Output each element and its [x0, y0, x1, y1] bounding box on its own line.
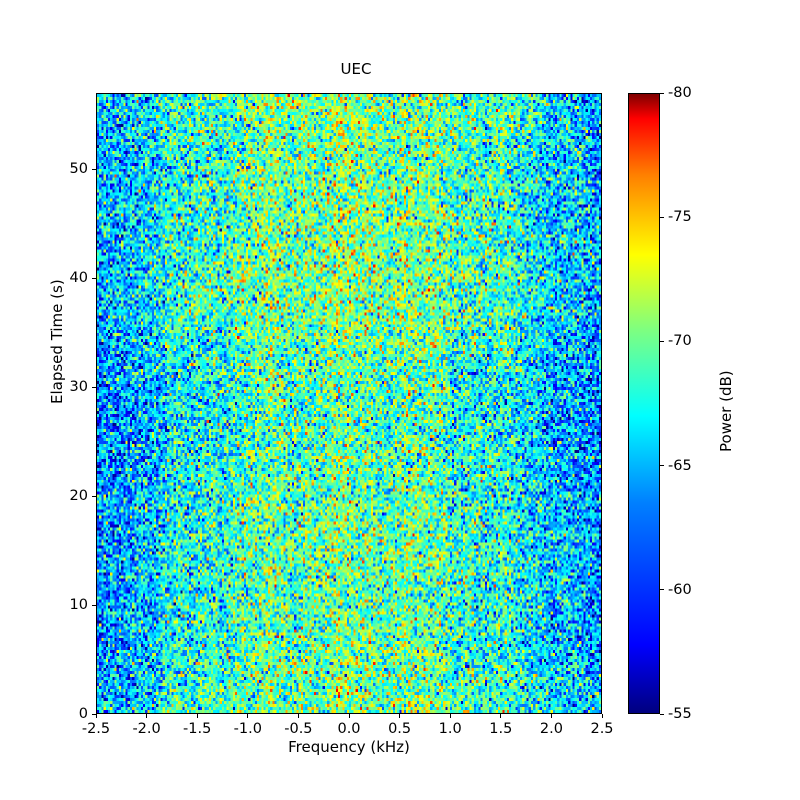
x-tick-label: -0.5 [284, 721, 313, 737]
colorbar-label: Power (dB) [717, 370, 735, 452]
x-tick-mark [297, 714, 299, 718]
colorbar-tick-mark [660, 713, 664, 715]
colorbar-tick-label: -55 [668, 706, 692, 722]
colorbar-tick-label: -65 [668, 457, 692, 474]
x-tick-label: 2.0 [539, 721, 563, 737]
colorbar-tick-label: -80 [668, 85, 692, 101]
colorbar-tick-label: -70 [668, 333, 692, 350]
y-tick-label: 30 [69, 379, 88, 396]
x-tick-label: 1.0 [438, 721, 462, 737]
y-tick-label: 40 [69, 270, 88, 287]
x-tick-mark [601, 714, 603, 718]
colorbar-tick-label: -75 [668, 209, 692, 226]
y-tick-label: 20 [69, 488, 88, 505]
title-line-station: UEC [340, 60, 372, 78]
colorbar-tick-label: -60 [668, 581, 692, 598]
colorbar-tick-mark [660, 340, 664, 342]
x-tick-mark [146, 714, 148, 718]
x-tick-label: 0.0 [337, 721, 361, 737]
y-tick-mark [92, 168, 96, 170]
x-tick-mark [550, 714, 552, 718]
y-tick-mark [92, 277, 96, 279]
y-tick-label: 0 [78, 706, 88, 722]
x-tick-label: -2.5 [81, 721, 111, 737]
x-tick-label: 2.5 [590, 721, 614, 737]
spectrogram-axes[interactable] [96, 93, 602, 714]
x-tick-mark [449, 714, 451, 718]
x-tick-mark [95, 714, 97, 718]
x-tick-label: -1.5 [183, 721, 212, 737]
y-tick-mark [92, 713, 96, 715]
x-tick-label: -1.0 [233, 721, 262, 737]
x-tick-label: 0.5 [388, 721, 412, 737]
x-tick-label: 1.5 [489, 721, 513, 737]
x-axis-label: Frequency (kHz) [288, 738, 410, 756]
y-tick-mark [92, 604, 96, 606]
x-tick-mark [196, 714, 198, 718]
y-tick-label: 10 [69, 597, 88, 614]
y-tick-mark [92, 495, 96, 497]
x-tick-label: -2.0 [132, 721, 161, 737]
x-tick-mark [500, 714, 502, 718]
colorbar-tick-mark [660, 589, 664, 591]
colorbar[interactable] [628, 93, 660, 714]
y-tick-mark [92, 386, 96, 388]
y-axis-label: Elapsed Time (s) [48, 279, 66, 404]
x-tick-mark [399, 714, 401, 718]
spectrogram-image [97, 94, 601, 713]
x-tick-mark [348, 714, 350, 718]
colorbar-tick-mark [660, 92, 664, 94]
colorbar-tick-mark [660, 216, 664, 218]
colorbar-tick-mark [660, 465, 664, 467]
y-tick-label: 50 [69, 161, 88, 178]
colorbar-gradient [629, 94, 659, 713]
x-tick-mark [247, 714, 249, 718]
